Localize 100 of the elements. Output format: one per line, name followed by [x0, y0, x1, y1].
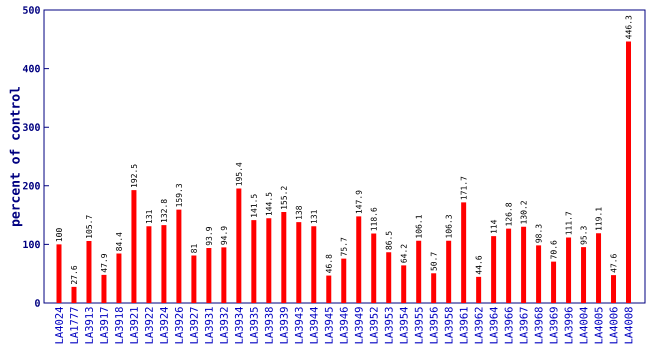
- bar: [146, 226, 152, 303]
- x-tick-label: LA3913: [85, 307, 93, 344]
- bar: [521, 226, 526, 303]
- x-tick-label: LA4005: [594, 307, 602, 344]
- bar: [86, 241, 92, 303]
- bar: [566, 238, 572, 303]
- y-tick-label: 0: [35, 299, 40, 307]
- bar: [461, 202, 466, 303]
- bar: [251, 220, 256, 303]
- bar: [161, 225, 166, 303]
- x-tick-label: LA3955: [414, 307, 423, 344]
- x-tick-label: LA3956: [430, 307, 438, 344]
- data-label: 44.6: [476, 256, 482, 274]
- data-label: 131: [310, 210, 317, 224]
- data-label: 86.5: [386, 231, 392, 250]
- y-tick-label: 300: [23, 123, 40, 131]
- bar: [341, 258, 346, 303]
- x-tick-label: LA3968: [534, 307, 543, 344]
- x-tick-label: LA3935: [250, 307, 258, 344]
- bar: [506, 228, 512, 303]
- x-tick-label: LA4006: [610, 307, 618, 344]
- data-label: 106.1: [416, 215, 422, 238]
- data-label: 155.2: [280, 186, 287, 209]
- bar: [446, 240, 452, 303]
- y-tick-label: 100: [23, 240, 40, 248]
- data-label: 98.3: [536, 224, 542, 243]
- x-tick-label: LA3946: [340, 307, 348, 344]
- x-tick-label: LA3922: [144, 307, 153, 344]
- x-tick-label: LA3924: [160, 307, 168, 344]
- bar: [206, 248, 212, 303]
- bar: [476, 276, 482, 303]
- data-label: 144.5: [266, 192, 272, 216]
- bar: [116, 254, 122, 303]
- x-tick-label: LA3917: [100, 307, 108, 344]
- x-tick-label: LA3927: [190, 307, 198, 344]
- bar: [191, 256, 196, 303]
- x-tick-label: LA4004: [580, 307, 588, 344]
- x-tick-label: LA3921: [130, 307, 138, 344]
- x-tick-label: LA4024: [55, 307, 63, 344]
- data-label: 81: [190, 244, 197, 253]
- x-tick-label: LA1777: [70, 307, 78, 344]
- data-label: 114: [490, 220, 497, 234]
- x-tick-label: LA3966: [504, 307, 513, 344]
- x-tick-label: LA3958: [444, 307, 453, 344]
- data-label: 93.9: [206, 227, 212, 246]
- bar: [71, 286, 76, 303]
- bar: [266, 218, 272, 303]
- x-tick-label: LA3969: [550, 307, 558, 344]
- x-tick-label: LA3932: [220, 307, 228, 344]
- data-label: 94.9: [220, 226, 227, 245]
- bar: [386, 252, 392, 303]
- data-label: 47.9: [100, 254, 107, 272]
- bar: [176, 210, 182, 303]
- bar: [611, 275, 616, 303]
- data-label: 105.7: [86, 215, 92, 238]
- data-label: 46.8: [326, 254, 332, 273]
- y-tick-label: 200: [22, 182, 40, 190]
- bar: [371, 233, 376, 303]
- x-tick-label: LA3944: [310, 307, 318, 344]
- x-tick-label: LA3939: [280, 307, 288, 344]
- data-label: 131: [146, 210, 152, 224]
- data-label: 130.2: [520, 201, 527, 224]
- x-tick-label: LA3945: [324, 307, 333, 344]
- data-label: 118.6: [370, 208, 377, 230]
- bar: [236, 188, 242, 303]
- data-label: 132.8: [160, 199, 167, 222]
- bar: [416, 240, 422, 303]
- bar: [356, 216, 362, 303]
- data-label: 119.1: [596, 207, 602, 230]
- data-label: 126.8: [506, 202, 512, 226]
- x-tick-label: LA3996: [564, 307, 573, 344]
- data-label: 141.5: [250, 194, 257, 217]
- x-tick-label: LA3943: [294, 307, 303, 344]
- data-label: 446.3: [625, 16, 632, 39]
- x-tick-label: LA3967: [520, 307, 528, 344]
- y-tick-label: 400: [22, 64, 40, 72]
- data-label: 75.7: [340, 238, 347, 256]
- data-label: 100: [56, 228, 62, 242]
- y-tick-label: 500: [23, 6, 40, 14]
- data-label: 159.3: [176, 184, 182, 206]
- bar: [431, 273, 436, 303]
- bar: [491, 236, 496, 303]
- bar: [296, 222, 302, 303]
- bar: [596, 233, 602, 303]
- data-label: 27.6: [70, 266, 78, 284]
- y-axis-title: percent of control: [10, 86, 22, 226]
- bar: [311, 226, 316, 303]
- data-label: 138: [296, 206, 302, 219]
- x-tick-label: LA3926: [174, 307, 183, 344]
- data-label: 111.7: [566, 212, 572, 234]
- bar: [401, 265, 406, 303]
- data-label: 70.6: [550, 240, 557, 259]
- x-tick-label: LA3934: [234, 307, 243, 344]
- x-tick-label: LA3918: [114, 307, 123, 344]
- bar: [56, 244, 62, 303]
- data-label: 50.7: [430, 252, 437, 271]
- x-tick-label: LA3953: [384, 307, 393, 344]
- bar: [101, 274, 106, 303]
- data-label: 195.4: [236, 162, 242, 186]
- x-tick-label: LA3949: [354, 307, 363, 344]
